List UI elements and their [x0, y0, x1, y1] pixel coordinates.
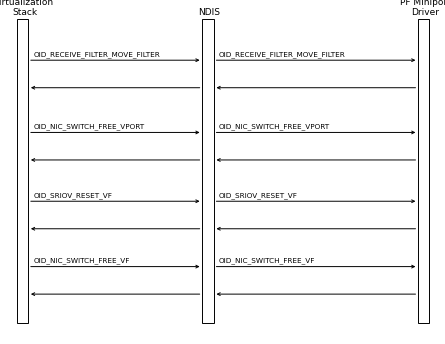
Text: OID_NIC_SWITCH_FREE_VPORT: OID_NIC_SWITCH_FREE_VPORT [33, 123, 145, 130]
Text: OID_NIC_SWITCH_FREE_VF: OID_NIC_SWITCH_FREE_VF [33, 257, 130, 264]
Text: NDIS: NDIS [198, 8, 220, 17]
Text: OID_NIC_SWITCH_FREE_VPORT: OID_NIC_SWITCH_FREE_VPORT [219, 123, 330, 130]
Text: OID_RECEIVE_FILTER_MOVE_FILTER: OID_RECEIVE_FILTER_MOVE_FILTER [33, 51, 160, 58]
Bar [17, 19, 28, 323]
Text: OID_SRIOV_RESET_VF: OID_SRIOV_RESET_VF [33, 192, 112, 199]
Text: OID_NIC_SWITCH_FREE_VF: OID_NIC_SWITCH_FREE_VF [219, 257, 316, 264]
Bar [418, 19, 429, 323]
Text: OID_RECEIVE_FILTER_MOVE_FILTER: OID_RECEIVE_FILTER_MOVE_FILTER [219, 51, 346, 58]
Text: OID_SRIOV_RESET_VF: OID_SRIOV_RESET_VF [219, 192, 298, 199]
Bar [202, 19, 214, 323]
Text: Virtualization
Stack: Virtualization Stack [0, 0, 55, 17]
Text: PF Miniport
Driver: PF Miniport Driver [400, 0, 445, 17]
